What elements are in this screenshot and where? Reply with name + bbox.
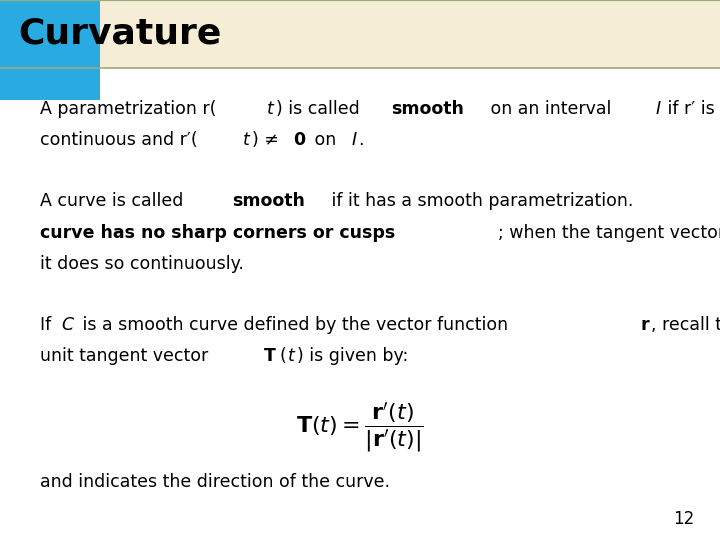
Text: on: on	[309, 131, 342, 149]
Text: if r′ is: if r′ is	[662, 100, 715, 118]
Text: is a smooth curve defined by the vector function: is a smooth curve defined by the vector …	[77, 316, 513, 334]
Text: t: t	[288, 347, 294, 365]
Text: A parametrization r(: A parametrization r(	[40, 100, 216, 118]
FancyBboxPatch shape	[0, 0, 720, 68]
Text: .: .	[358, 131, 364, 149]
FancyBboxPatch shape	[0, 0, 100, 100]
Text: T: T	[264, 347, 276, 365]
Text: and indicates the direction of the curve.: and indicates the direction of the curve…	[40, 473, 390, 491]
Text: smooth: smooth	[391, 100, 464, 118]
Text: smooth: smooth	[232, 192, 305, 210]
Text: 0: 0	[294, 131, 305, 149]
Text: ) is called: ) is called	[276, 100, 365, 118]
Text: I: I	[351, 131, 356, 149]
Text: Curvature: Curvature	[18, 17, 221, 51]
Text: I: I	[655, 100, 660, 118]
Text: A curve is called: A curve is called	[40, 192, 189, 210]
Text: (: (	[279, 347, 286, 365]
Text: if it has a smooth parametrization.: if it has a smooth parametrization.	[325, 192, 639, 210]
Text: t: t	[267, 100, 274, 118]
Text: 12: 12	[673, 510, 695, 528]
Text: C: C	[61, 316, 73, 334]
Text: ) is given by:: ) is given by:	[297, 347, 408, 365]
Text: r: r	[640, 316, 649, 334]
Text: it does so continuously.: it does so continuously.	[40, 255, 243, 273]
Text: t: t	[243, 131, 250, 149]
Text: curve has no sharp corners or cusps: curve has no sharp corners or cusps	[40, 224, 395, 241]
Text: continuous and r′(: continuous and r′(	[40, 131, 197, 149]
Text: , recall that the: , recall that the	[652, 316, 720, 334]
Text: unit tangent vector: unit tangent vector	[40, 347, 213, 365]
Text: on an interval: on an interval	[485, 100, 617, 118]
Text: $\mathbf{T}(t) = \dfrac{\mathbf{r}^{\prime}(t)}{|\mathbf{r}^{\prime}(t)|}$: $\mathbf{T}(t) = \dfrac{\mathbf{r}^{\pri…	[296, 400, 424, 454]
Text: ) ≠: ) ≠	[252, 131, 284, 149]
Text: ; when the tangent vector turns,: ; when the tangent vector turns,	[498, 224, 720, 241]
Text: If: If	[40, 316, 56, 334]
